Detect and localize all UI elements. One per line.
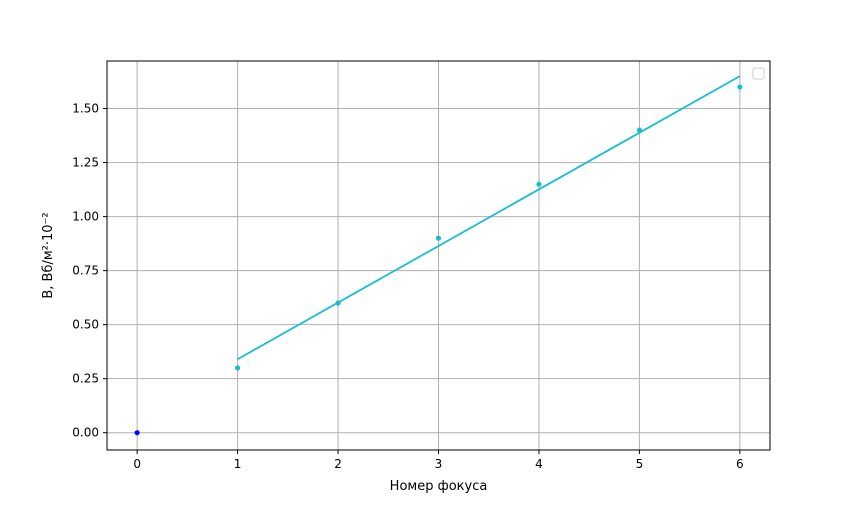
x-tick-label: 4 xyxy=(535,457,543,471)
y-tick-label: 0.25 xyxy=(72,372,99,386)
plot-area xyxy=(134,75,743,436)
x-axis-label: Номер фокуса xyxy=(390,479,488,494)
x-tick-label: 2 xyxy=(334,457,342,471)
x-tick-label: 5 xyxy=(636,457,644,471)
x-tick-label: 6 xyxy=(736,457,744,471)
y-tick-label: 1.50 xyxy=(72,102,99,116)
y-tick-label: 0.00 xyxy=(72,426,99,440)
y-axis-label: B, Вб/м²·10⁻² xyxy=(41,212,56,298)
grid xyxy=(107,61,770,450)
x-tick-label: 1 xyxy=(234,457,242,471)
y-tick-label: 1.25 xyxy=(72,156,99,170)
x-tick-label: 0 xyxy=(133,457,141,471)
y-tick-label: 0.75 xyxy=(72,264,99,278)
data-point xyxy=(134,430,140,436)
x-tick-label: 3 xyxy=(435,457,443,471)
axis-ticks: 0 1 2 3 4 5 6 0.00 0.25 0.50 0.75 1.00 1.25 1.50 xyxy=(72,102,743,471)
y-tick-label: 0.50 xyxy=(72,318,99,332)
data-point xyxy=(737,84,743,90)
y-tick-label: 1.00 xyxy=(72,210,99,224)
data-point xyxy=(435,235,442,241)
data-point xyxy=(234,365,241,371)
data-point xyxy=(536,181,542,187)
fit-line xyxy=(237,75,741,361)
legend-box xyxy=(752,67,765,80)
